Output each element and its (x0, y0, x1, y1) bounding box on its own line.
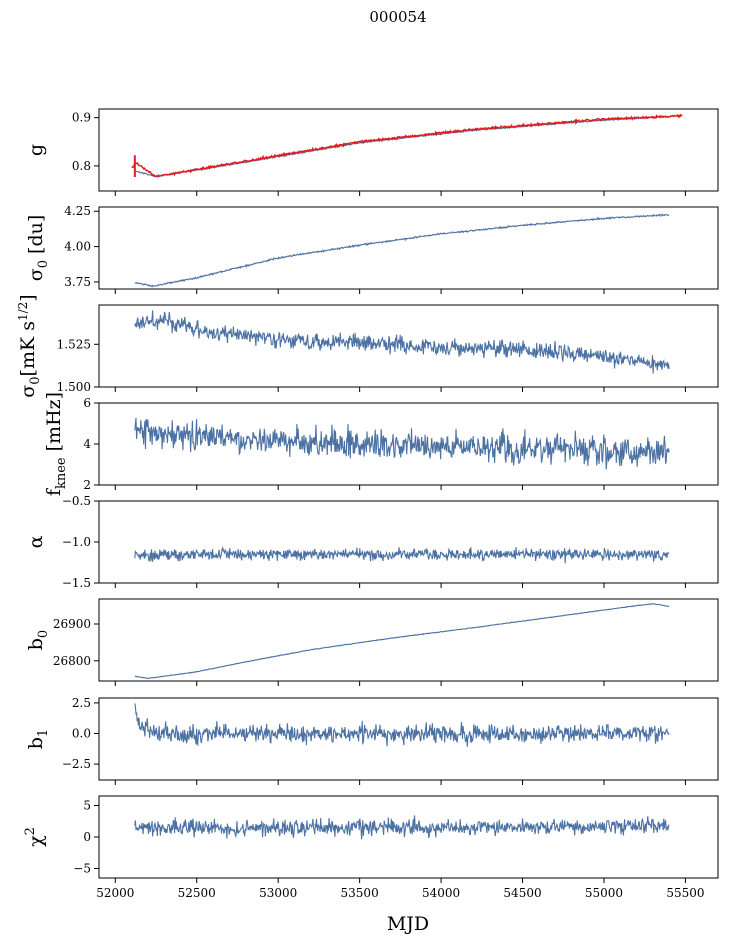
x-tick-label: 52500 (178, 886, 216, 900)
x-tick-label: 55000 (585, 886, 623, 900)
y-axis-label: b1 (25, 729, 51, 749)
panel-5: −1.5 −1.0 −0.5 α (25, 494, 719, 590)
series-line (134, 815, 670, 840)
x-tick-label: 52000 (96, 886, 134, 900)
y-axis-label: b0 (25, 630, 51, 650)
y-tick-label: 5 (83, 798, 91, 812)
overlay-line (131, 113, 683, 178)
y-tick-label: 2 (83, 478, 91, 492)
y-tick-label: 26900 (53, 617, 91, 631)
series-line (134, 703, 670, 747)
y-tick-label: 0.0 (72, 726, 91, 740)
x-tick-label: 54000 (422, 886, 460, 900)
x-axis-label: MJD (387, 913, 429, 935)
panel-frame (98, 598, 719, 682)
panel-frame (98, 795, 719, 879)
y-tick-label: 1.525 (57, 337, 91, 351)
y-tick-label: 3.75 (64, 275, 91, 289)
y-tick-label: 0 (83, 830, 91, 844)
series-line (134, 417, 670, 470)
y-axis-label: σ0 [du] (25, 215, 51, 282)
series-line (134, 602, 670, 679)
panel-4: 2 4 6 fknee [mHz] (43, 392, 719, 496)
series-line (134, 213, 670, 288)
panel-frame (98, 108, 719, 192)
x-tick-label: 53500 (341, 886, 379, 900)
panel-frame (98, 697, 719, 781)
panels: 0.8 0.9 g 3.75 4.00 4.25 σ0 [du] 1.500 1.525 σ0[m… (16, 108, 719, 900)
x-tick-label: 54500 (503, 886, 541, 900)
y-tick-label: 4.00 (64, 240, 91, 254)
y-axis-label: α (25, 535, 47, 548)
y-axis-label: σ0[mK s1/2] (16, 294, 43, 397)
series-line (134, 310, 670, 374)
y-tick-label: 2.5 (72, 696, 91, 710)
series-line (134, 115, 670, 178)
y-tick-label: 1.500 (57, 380, 91, 394)
y-tick-label: −1.0 (62, 535, 91, 549)
y-tick-label: 26800 (53, 654, 91, 668)
y-axis-label: χ2 (23, 827, 47, 847)
y-tick-label: −5 (73, 862, 91, 876)
figure-title: 000054 (369, 8, 426, 26)
panel-2: 3.75 4.00 4.25 σ0 [du] (25, 204, 719, 294)
panel-8: −5 0 5 52000 52500 53000 53500 54000 54500 55000 5… (23, 795, 719, 900)
y-tick-label: 6 (83, 396, 91, 410)
y-tick-label: −2.5 (62, 757, 91, 771)
y-tick-label: −1.5 (62, 576, 91, 590)
panel-1: 0.8 0.9 g (25, 108, 719, 196)
panel-frame (98, 304, 719, 388)
y-axis-label: fknee [mHz] (43, 392, 69, 496)
panel-frame (98, 206, 719, 290)
panel-7: −2.5 0.0 2.5 b1 (25, 696, 719, 785)
y-tick-label: −0.5 (62, 494, 91, 508)
y-tick-label: 4.25 (64, 204, 91, 218)
y-axis-label: g (25, 144, 47, 156)
panel-frame (98, 500, 719, 584)
x-tick-label: 55500 (666, 886, 704, 900)
panel-3: 1.500 1.525 σ0[mK s1/2] (16, 294, 719, 398)
y-tick-label: 0.8 (72, 159, 91, 173)
x-tick-label: 53000 (259, 886, 297, 900)
series-line (134, 546, 670, 564)
y-tick-label: 0.9 (72, 111, 91, 125)
y-tick-label: 4 (83, 437, 91, 451)
